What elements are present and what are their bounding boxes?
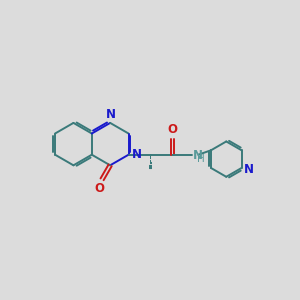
Text: N: N [131,148,142,161]
Text: H: H [196,154,204,164]
Text: N: N [244,163,254,176]
Text: N: N [192,149,203,162]
Text: N: N [106,108,116,121]
Text: O: O [95,182,105,195]
Text: O: O [168,123,178,136]
